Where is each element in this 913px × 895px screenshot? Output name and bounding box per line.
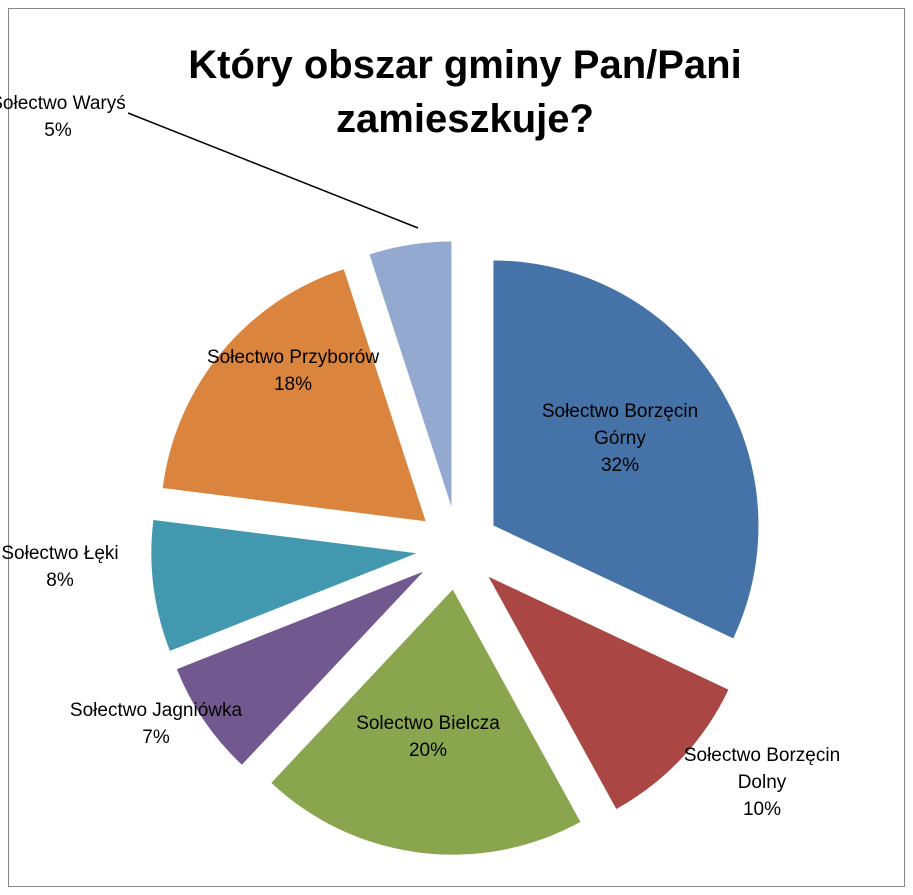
pie-slice (151, 520, 417, 651)
pie-slice (271, 589, 581, 855)
slice-value: 20% (408, 740, 448, 761)
pie-slice (369, 241, 452, 507)
data-label: Sołectwo Borzęcin Górny 32% (530, 398, 710, 479)
slice-name: Sołectwo Borzęcin Górny (541, 401, 699, 449)
slice-name: Sołectwo Przyborów (206, 347, 380, 368)
data-label: Solectwo Bielcza 20% (338, 710, 518, 764)
slice-value: 10% (742, 799, 782, 820)
pie-slice (488, 576, 729, 809)
data-label: Sołectwo Przyborów 18% (203, 344, 383, 398)
slice-value: 18% (273, 374, 313, 395)
pie-slice (493, 260, 759, 639)
slice-name: Sołectwo Łęki (1, 543, 119, 564)
slice-name: Solectwo Bielcza (356, 713, 500, 734)
slice-value: 7% (142, 727, 170, 748)
slice-value: 32% (600, 455, 640, 476)
slice-name: Sołectwo Borzęcin Dolny (683, 745, 841, 793)
data-label: Sołectwo Łęki 8% (0, 540, 150, 594)
slice-name: Sołectwo Jagniówka (69, 700, 243, 721)
leader-line (127, 112, 419, 229)
slice-value: 5% (44, 120, 72, 141)
data-label: Sołectwo Waryś 5% (0, 90, 148, 144)
slice-name: Sołectwo Waryś (0, 93, 126, 114)
pie-slice (162, 269, 426, 522)
chart-title: Który obszar gminy Pan/Pani zamieszkuje? (188, 43, 742, 141)
pie-slice (176, 571, 424, 765)
data-label: Sołectwo Jagniówka 7% (66, 697, 246, 751)
slice-value: 8% (46, 570, 74, 591)
data-label: Sołectwo Borzęcin Dolny 10% (672, 742, 852, 823)
